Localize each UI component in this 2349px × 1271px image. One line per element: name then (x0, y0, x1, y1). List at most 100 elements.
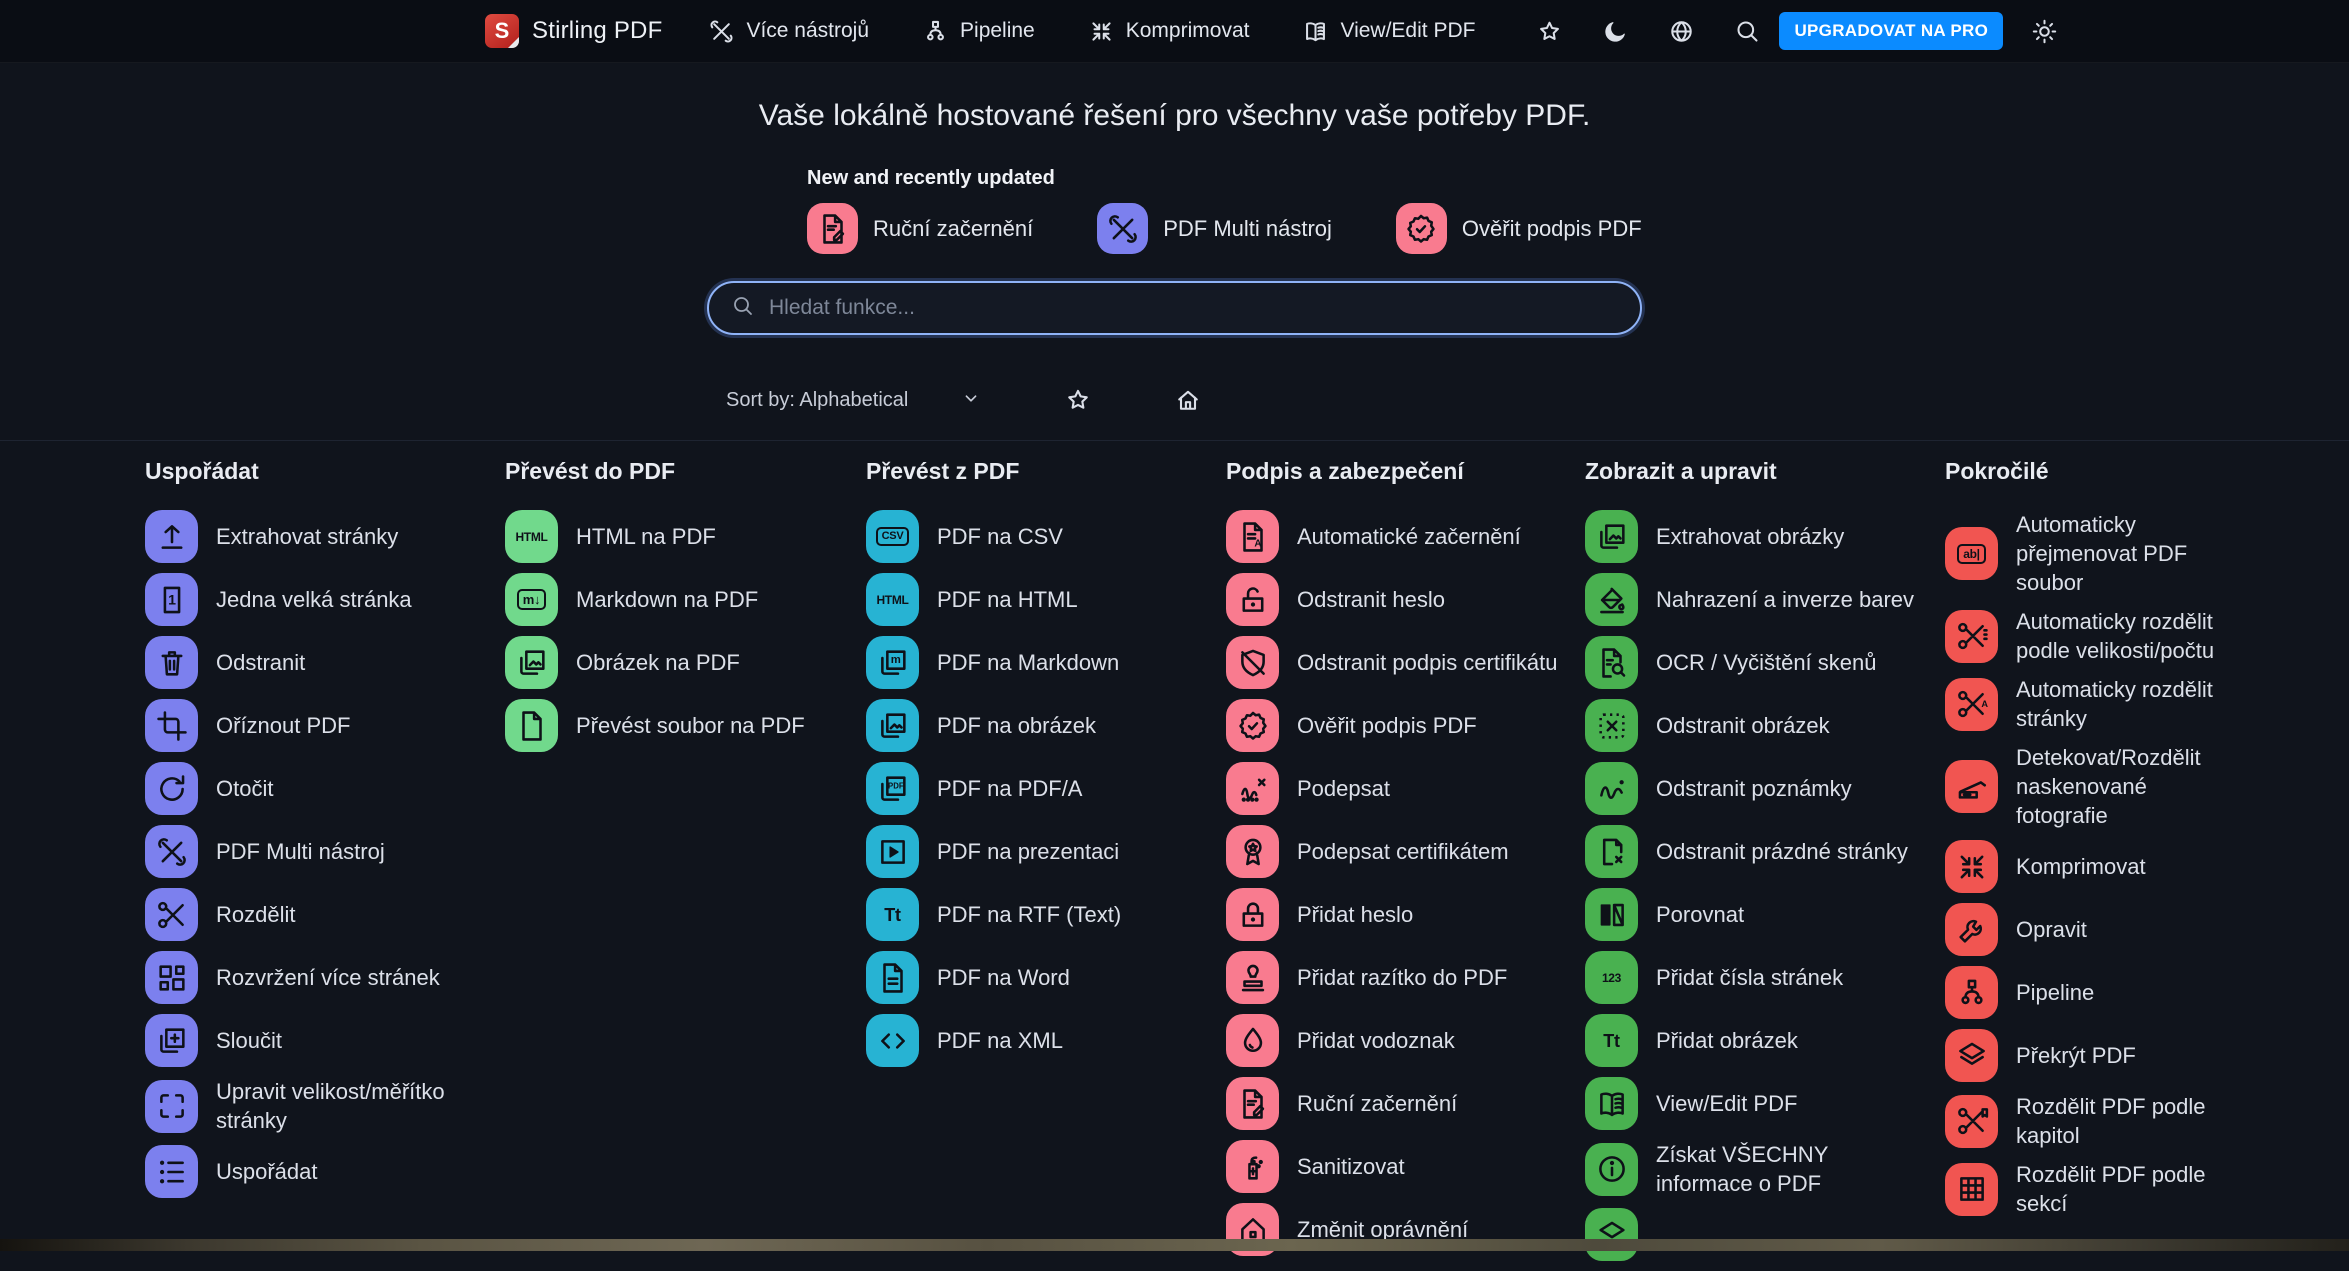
tool-item-rozd-lit-pdf-podle-sekc[interactable]: Rozdělit PDF podle sekcí (1945, 1160, 2329, 1218)
tool-item-komprimovat[interactable]: Komprimovat (1945, 840, 2329, 893)
tool-item-z-skat-v-echny-informace-o-pdf[interactable]: Získat VŠECHNY informace o PDF (1585, 1140, 1945, 1198)
tool-item-pdf-na-prezentaci[interactable]: PDF na prezentaci (866, 825, 1226, 878)
tool-item-rozd-lit[interactable]: Rozdělit (145, 888, 505, 941)
tool-item-o-znout-pdf[interactable]: Oříznout PDF (145, 699, 505, 752)
tool-item-odstranit-podpis-certifik-tu[interactable]: Odstranit podpis certifikátu (1226, 636, 1585, 689)
search-input[interactable] (769, 296, 1618, 320)
tool-item-p-ev-st-soubor-na-pdf[interactable]: Převést soubor na PDF (505, 699, 866, 752)
quick-item-ru-n-za-ern-n[interactable]: Ruční začernění (807, 203, 1033, 254)
tool-item-pdf-na-pdf-a[interactable]: PDF PDF na PDF/A (866, 762, 1226, 815)
tool-item-obr-zek-na-pdf[interactable]: Obrázek na PDF (505, 636, 866, 689)
crop-icon (145, 699, 198, 752)
tool-item-slou-it[interactable]: Sloučit (145, 1014, 505, 1067)
category-pokro-il: Pokročilé ab| Automaticky přejmenovat PDF … (1945, 458, 2329, 1271)
tool-item-p-idat-raz-tko-do-pdf[interactable]: Přidat razítko do PDF (1226, 951, 1585, 1004)
tool-item-p-idat-vodoznak[interactable]: Přidat vodoznak (1226, 1014, 1585, 1067)
star-icon[interactable] (1536, 18, 1563, 45)
favorites-star-icon[interactable] (1064, 386, 1092, 414)
tool-item-opravit[interactable]: Opravit (1945, 903, 2329, 956)
tool-item-pipeline[interactable]: Pipeline (1945, 966, 2329, 1019)
tool-item-oto-it[interactable]: Otočit (145, 762, 505, 815)
tool-item-upravit-velikost-m-tko-str-nky[interactable]: Upravit velikost/měřítko stránky (145, 1077, 505, 1135)
nav-items: Více nástrojů Pipeline Komprimovat View/Edi… (708, 18, 1528, 45)
tool-item-rozvr-en-v-ce-str-nek[interactable]: Rozvržení více stránek (145, 951, 505, 1004)
tool-item-pdf-na-html[interactable]: HTML PDF na HTML (866, 573, 1226, 626)
ribbon-icon (1226, 825, 1279, 878)
tool-item-automaticky-p-ejmenovat-pdf-soubor[interactable]: ab| Automaticky přejmenovat PDF soubor (1945, 510, 2329, 597)
tool-item-markdown-na-pdf[interactable]: m↓ Markdown na PDF (505, 573, 866, 626)
search-icon (731, 294, 755, 323)
lock-icon (1226, 888, 1279, 941)
tool-item-pdf-multi-n-stroj[interactable]: PDF Multi nástroj (145, 825, 505, 878)
category-podpis-a-zabezpe-en: Podpis a zabezpečení A Automatické začerně… (1226, 458, 1585, 1271)
tool-item-p-idat-heslo[interactable]: Přidat heslo (1226, 888, 1585, 941)
tool-item-automatick-za-ern-n[interactable]: A Automatické začernění (1226, 510, 1585, 563)
quick-item-ov-it-podpis-pdf[interactable]: Ověřit podpis PDF (1395, 203, 1642, 254)
nav-item-view-edit-pdf[interactable]: View/Edit PDF (1302, 18, 1475, 45)
home-icon[interactable] (1174, 386, 1202, 414)
tool-item-odstranit-pozn-mky[interactable]: Odstranit poznámky (1585, 762, 1945, 815)
tool-item-label: PDF na Markdown (937, 650, 1120, 675)
tool-item-label: PDF na PDF/A (937, 776, 1083, 801)
quick-item-pdf-multi-n-stroj[interactable]: PDF Multi nástroj (1097, 203, 1332, 254)
tool-item-odstranit-obr-zek[interactable]: Odstranit obrázek (1585, 699, 1945, 752)
tool-item-pdf-na-markdown[interactable]: m PDF na Markdown (866, 636, 1226, 689)
tool-item-nahrazen-a-inverze-barev[interactable]: Nahrazení a inverze barev (1585, 573, 1945, 626)
tool-item-label: Převést soubor na PDF (576, 713, 805, 738)
tool-item-label: Detekovat/Rozdělit naskenované fotografi… (2016, 745, 2201, 828)
tool-item-ru-n-za-ern-n[interactable]: Ruční začernění (1226, 1077, 1585, 1130)
tool-item-label: Sanitizovat (1297, 1154, 1405, 1179)
tool-item-automaticky-rozd-lit-str-nky[interactable]: A Automaticky rozdělit stránky (1945, 675, 2329, 733)
tool-item-podepsat-certifik-tem[interactable]: Podepsat certifikátem (1226, 825, 1585, 878)
globe-icon[interactable] (1668, 18, 1695, 45)
tool-item-pdf-na-obr-zek[interactable]: PDF na obrázek (866, 699, 1226, 752)
tool-item-sanitizovat[interactable]: Sanitizovat (1226, 1140, 1585, 1193)
tool-item-uspo-dat[interactable]: Uspořádat (145, 1145, 505, 1198)
tool-item-odstranit-heslo[interactable]: Odstranit heslo (1226, 573, 1585, 626)
tool-item-jedna-velk-str-nka[interactable]: 1 Jedna velká stránka (145, 573, 505, 626)
gear-icon[interactable] (2031, 18, 2058, 45)
tool-item-rozd-lit-pdf-podle-kapitol[interactable]: Rozdělit PDF podle kapitol (1945, 1092, 2329, 1150)
moon-icon[interactable] (1602, 18, 1629, 45)
tool-item-pdf-na-csv[interactable]: CSV PDF na CSV (866, 510, 1226, 563)
search-icon[interactable] (1734, 18, 1761, 45)
tool-item-pdf-na-word[interactable]: PDF na Word (866, 951, 1226, 1004)
category-title: Podpis a zabezpečení (1226, 458, 1464, 484)
tool-item-label: Automaticky rozdělit stránky (2016, 677, 2213, 731)
tool-item-porovnat[interactable]: Porovnat (1585, 888, 1945, 941)
tool-item-view-edit-pdf[interactable]: View/Edit PDF (1585, 1077, 1945, 1130)
tool-item-label: Přidat heslo (1297, 902, 1414, 927)
tool-item-podepsat[interactable]: Podepsat (1226, 762, 1585, 815)
tool-item-label: Rozdělit PDF podle sekcí (2016, 1162, 2206, 1216)
signature-icon (1226, 762, 1279, 815)
svg-text:PDF: PDF (888, 781, 904, 790)
tool-item-automaticky-rozd-lit-podle-velikosti-po-tu[interactable]: Automaticky rozdělit podle velikosti/poč… (1945, 607, 2329, 665)
tool-item-label: Získat VŠECHNY informace o PDF (1656, 1142, 1828, 1196)
tool-item-label: Pipeline (2016, 980, 2095, 1005)
nav-item-v-ce-n-stroj[interactable]: Více nástrojů (708, 18, 869, 45)
category-title: Uspořádat (145, 458, 259, 484)
tool-item-html-na-pdf[interactable]: HTML HTML na PDF (505, 510, 866, 563)
tool-item-ov-it-podpis-pdf[interactable]: Ověřit podpis PDF (1226, 699, 1585, 752)
tool-item-detekovat-rozd-lit-naskenovan-fotografie[interactable]: Detekovat/Rozdělit naskenované fotografi… (1945, 743, 2329, 830)
tool-item-odstranit[interactable]: Odstranit (145, 636, 505, 689)
tool-item-odstranit-pr-zdn-str-nky[interactable]: Odstranit prázdné stránky (1585, 825, 1945, 878)
tool-item-p-ekr-t-pdf[interactable]: Překrýt PDF (1945, 1029, 2329, 1082)
brand[interactable]: S Stirling PDF (485, 14, 662, 48)
category-p-ev-st-z-pdf: Převést z PDF CSV PDF na CSV HTML PDF na HTM… (866, 458, 1226, 1271)
sort-select[interactable]: Sort by: Alphabetical (726, 387, 982, 414)
tool-item-ocr-vy-i-t-n-sken[interactable]: OCR / Vyčištění skenů (1585, 636, 1945, 689)
tool-item-layers-icon[interactable] (1585, 1208, 1945, 1261)
tool-item-pdf-na-xml[interactable]: PDF na XML (866, 1014, 1226, 1067)
upgrade-pro-button[interactable]: UPGRADOVAT NA PRO (1779, 12, 2004, 50)
nav-item-pipeline[interactable]: Pipeline (922, 18, 1035, 45)
tool-item-pdf-na-rtf-text[interactable]: Tt PDF na RTF (Text) (866, 888, 1226, 941)
search-box[interactable] (707, 281, 1642, 335)
image-remove-icon (1585, 699, 1638, 752)
tool-item-p-idat-obr-zek[interactable]: Tt Přidat obrázek (1585, 1014, 1945, 1067)
tool-item-extrahovat-str-nky[interactable]: Extrahovat stránky (145, 510, 505, 563)
tool-item-extrahovat-obr-zky[interactable]: Extrahovat obrázky (1585, 510, 1945, 563)
nav-item-komprimovat[interactable]: Komprimovat (1088, 18, 1249, 45)
svg-text:A: A (1981, 699, 1988, 709)
tool-item-p-idat-sla-str-nek[interactable]: 123 Přidat čísla stránek (1585, 951, 1945, 1004)
